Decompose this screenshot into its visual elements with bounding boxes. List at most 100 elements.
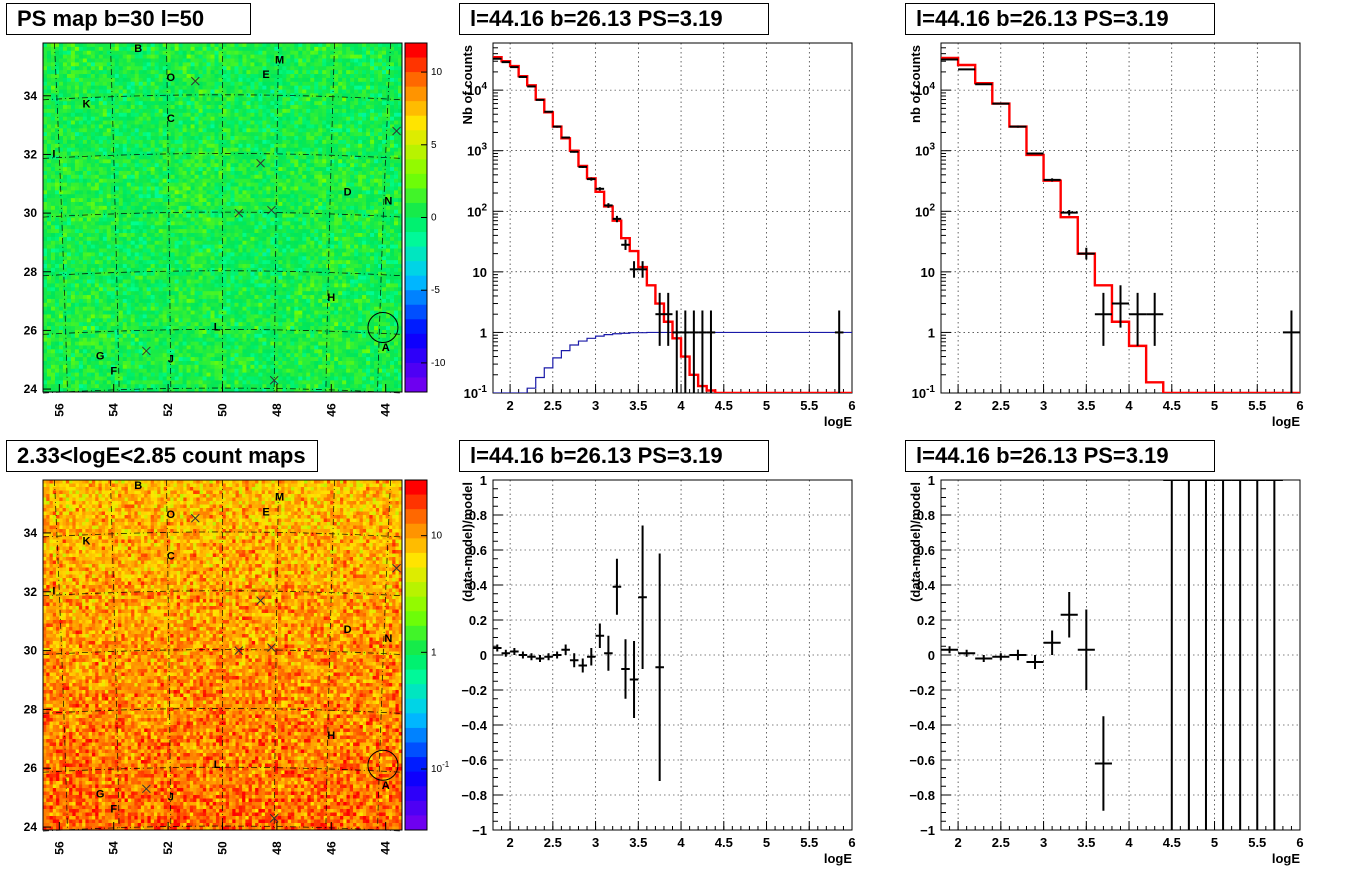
- count_map-colorbar-segment: [405, 757, 427, 773]
- source-cross: [141, 784, 151, 794]
- source-label: N: [384, 195, 392, 207]
- count_map-colorbar-segment: [405, 596, 427, 612]
- ps_map-colorbar-segment: [405, 290, 427, 306]
- source-label: A: [382, 342, 390, 354]
- residual-1-title: l=44.16 b=26.13 PS=3.19: [459, 440, 769, 472]
- residual_2-xlabel: logE: [1272, 851, 1300, 866]
- count_map-colorbar-segment: [405, 509, 427, 525]
- residual_2-grid: [941, 479, 1301, 831]
- count_map-colorbar-segment: [405, 523, 427, 539]
- spectrum_2-panel: 2 2.5 3 3.5 4 4.5 5 5.5 6 10-1 1 10 102 103 104 logE nb …: [908, 42, 1304, 429]
- count_map-ytick-label: 28: [24, 702, 38, 716]
- count_map-colorbar-segment: [405, 815, 427, 831]
- source-cross: [234, 208, 244, 218]
- spectrum-1-title: l=44.16 b=26.13 PS=3.19: [459, 3, 769, 35]
- ps_map-colorbar-segment: [405, 173, 427, 189]
- spectrum_1-xtick-label: 5.5: [800, 398, 818, 413]
- spectrum_1-xtick-label: 3.5: [629, 398, 647, 413]
- source-cross: [190, 513, 200, 523]
- residual-2-title: l=44.16 b=26.13 PS=3.19: [905, 440, 1215, 472]
- residual_1-ytick-label: 0.4: [469, 578, 488, 593]
- ps_map-colorbar-segment: [405, 202, 427, 218]
- residual_1-xtick-label: 4: [677, 835, 685, 850]
- ps_map-meridian: [273, 42, 279, 393]
- ps_map-colorbar-segment: [405, 362, 427, 378]
- count_map-colorbar-segment: [405, 494, 427, 510]
- spectrum_2-body: [941, 56, 1300, 393]
- residual_1-ytick-label: 0: [480, 648, 487, 663]
- count_map-colorbar-label: 10-1: [431, 760, 450, 775]
- count_map-colorbar-segment: [405, 698, 427, 714]
- ps_map-colorbar-segment: [405, 232, 427, 248]
- source-label: E: [262, 69, 269, 81]
- ps_map-xtick-label: 52: [161, 403, 175, 417]
- source-label: E: [262, 506, 269, 518]
- spectrum_2-ytick-label: 10-1: [912, 384, 936, 401]
- spectrum_1-ytick-label: 104: [467, 81, 487, 98]
- count_map-grid: [42, 479, 403, 832]
- source-cross: [141, 346, 151, 356]
- spectrum_2-ytick-label: 104: [915, 81, 935, 98]
- spectrum_2-xtick-label: 2.5: [992, 398, 1010, 413]
- count_map-xtick-label: 52: [161, 841, 175, 855]
- count_map-ytick-label: 32: [24, 585, 38, 599]
- spectrum_2-model-red: [941, 56, 1300, 393]
- spectrum_2-xtick-label: 4.5: [1163, 398, 1181, 413]
- ps_map-ytick-label: 24: [24, 382, 38, 396]
- ps_map-ytick-label: 28: [24, 265, 38, 279]
- ps_map-colorbar-segment: [405, 188, 427, 204]
- source-label: H: [327, 730, 335, 742]
- spectrum_2-ytick-label: 10: [921, 265, 935, 280]
- selected-source-circle: [367, 311, 399, 343]
- source-label: K: [83, 536, 91, 548]
- spectrum_1-xtick-label: 5: [763, 398, 770, 413]
- ps_map-colorbar-segment: [405, 57, 427, 73]
- ps_map-colorbar-segment: [405, 275, 427, 291]
- residual_1-ytick-label: −1: [472, 823, 487, 838]
- count_map-meridian: [273, 479, 279, 831]
- residual_2-xtick-label: 6: [1296, 835, 1303, 850]
- residual_1-xtick-label: 2: [506, 835, 513, 850]
- ps_map-colorbar-segment: [405, 101, 427, 117]
- spectrum_2-ytick-label: 102: [915, 202, 935, 219]
- spectrum_2-xtick-label: 3.5: [1077, 398, 1095, 413]
- spectrum_2-xlabel: logE: [1272, 414, 1300, 429]
- count_map-xtick-label: 48: [270, 841, 284, 855]
- ps_map-colorbar-segment: [405, 159, 427, 175]
- residual_1-grid: [493, 479, 853, 831]
- source-label: G: [96, 351, 105, 363]
- residual_1-ytick-label: 0.2: [469, 613, 487, 628]
- ps_map-xtick-label: 54: [107, 403, 121, 417]
- spectrum-2-title: l=44.16 b=26.13 PS=3.19: [905, 3, 1215, 35]
- source-label: N: [384, 633, 392, 645]
- spectrum_1-ytick-label: 103: [467, 142, 487, 159]
- ps_map-colorbar-segment: [405, 144, 427, 160]
- residual_2-ytick-label: 1: [928, 473, 935, 488]
- source-label: J: [168, 354, 174, 366]
- spectrum_1-ylabel: Nb of counts: [460, 45, 475, 124]
- residual_1-xtick-label: 6: [848, 835, 855, 850]
- spectrum_1-model-red: [493, 55, 852, 393]
- spectrum_1-xtick-label: 2: [506, 398, 513, 413]
- source-label: O: [167, 509, 176, 521]
- ps_map-meridian: [377, 42, 391, 393]
- count_map-colorbar-segment: [405, 800, 427, 816]
- ps_map-colorbar-segment: [405, 261, 427, 277]
- residual_2-body: [941, 480, 1283, 830]
- residual_2-xtick-label: 5.5: [1248, 835, 1266, 850]
- residual_2-ytick-label: −0.4: [909, 718, 935, 733]
- spectrum_2-ytick-label: 1: [928, 325, 935, 340]
- source-label: H: [327, 292, 335, 304]
- ps_map-colorbar-segment: [405, 130, 427, 146]
- residual_2-panel: 2 2.5 3 3.5 4 4.5 5 5.5 6 −1 −0.8 −0.6 −0.4 −0.2 0 0.2 0…: [908, 473, 1304, 866]
- count_map-colorbar-segment: [405, 611, 427, 627]
- source-cross: [256, 158, 265, 168]
- source-cross: [392, 126, 401, 136]
- residual_1-frame: [492, 479, 853, 831]
- spectrum_2-xtick-label: 4: [1125, 398, 1133, 413]
- count_map-colorbar-segment: [405, 786, 427, 802]
- residual_2-xtick-label: 2.5: [992, 835, 1010, 850]
- ps_map-xtick-label: 44: [379, 403, 393, 417]
- spectrum_1-xtick-label: 6: [848, 398, 855, 413]
- source-label: I: [52, 586, 55, 598]
